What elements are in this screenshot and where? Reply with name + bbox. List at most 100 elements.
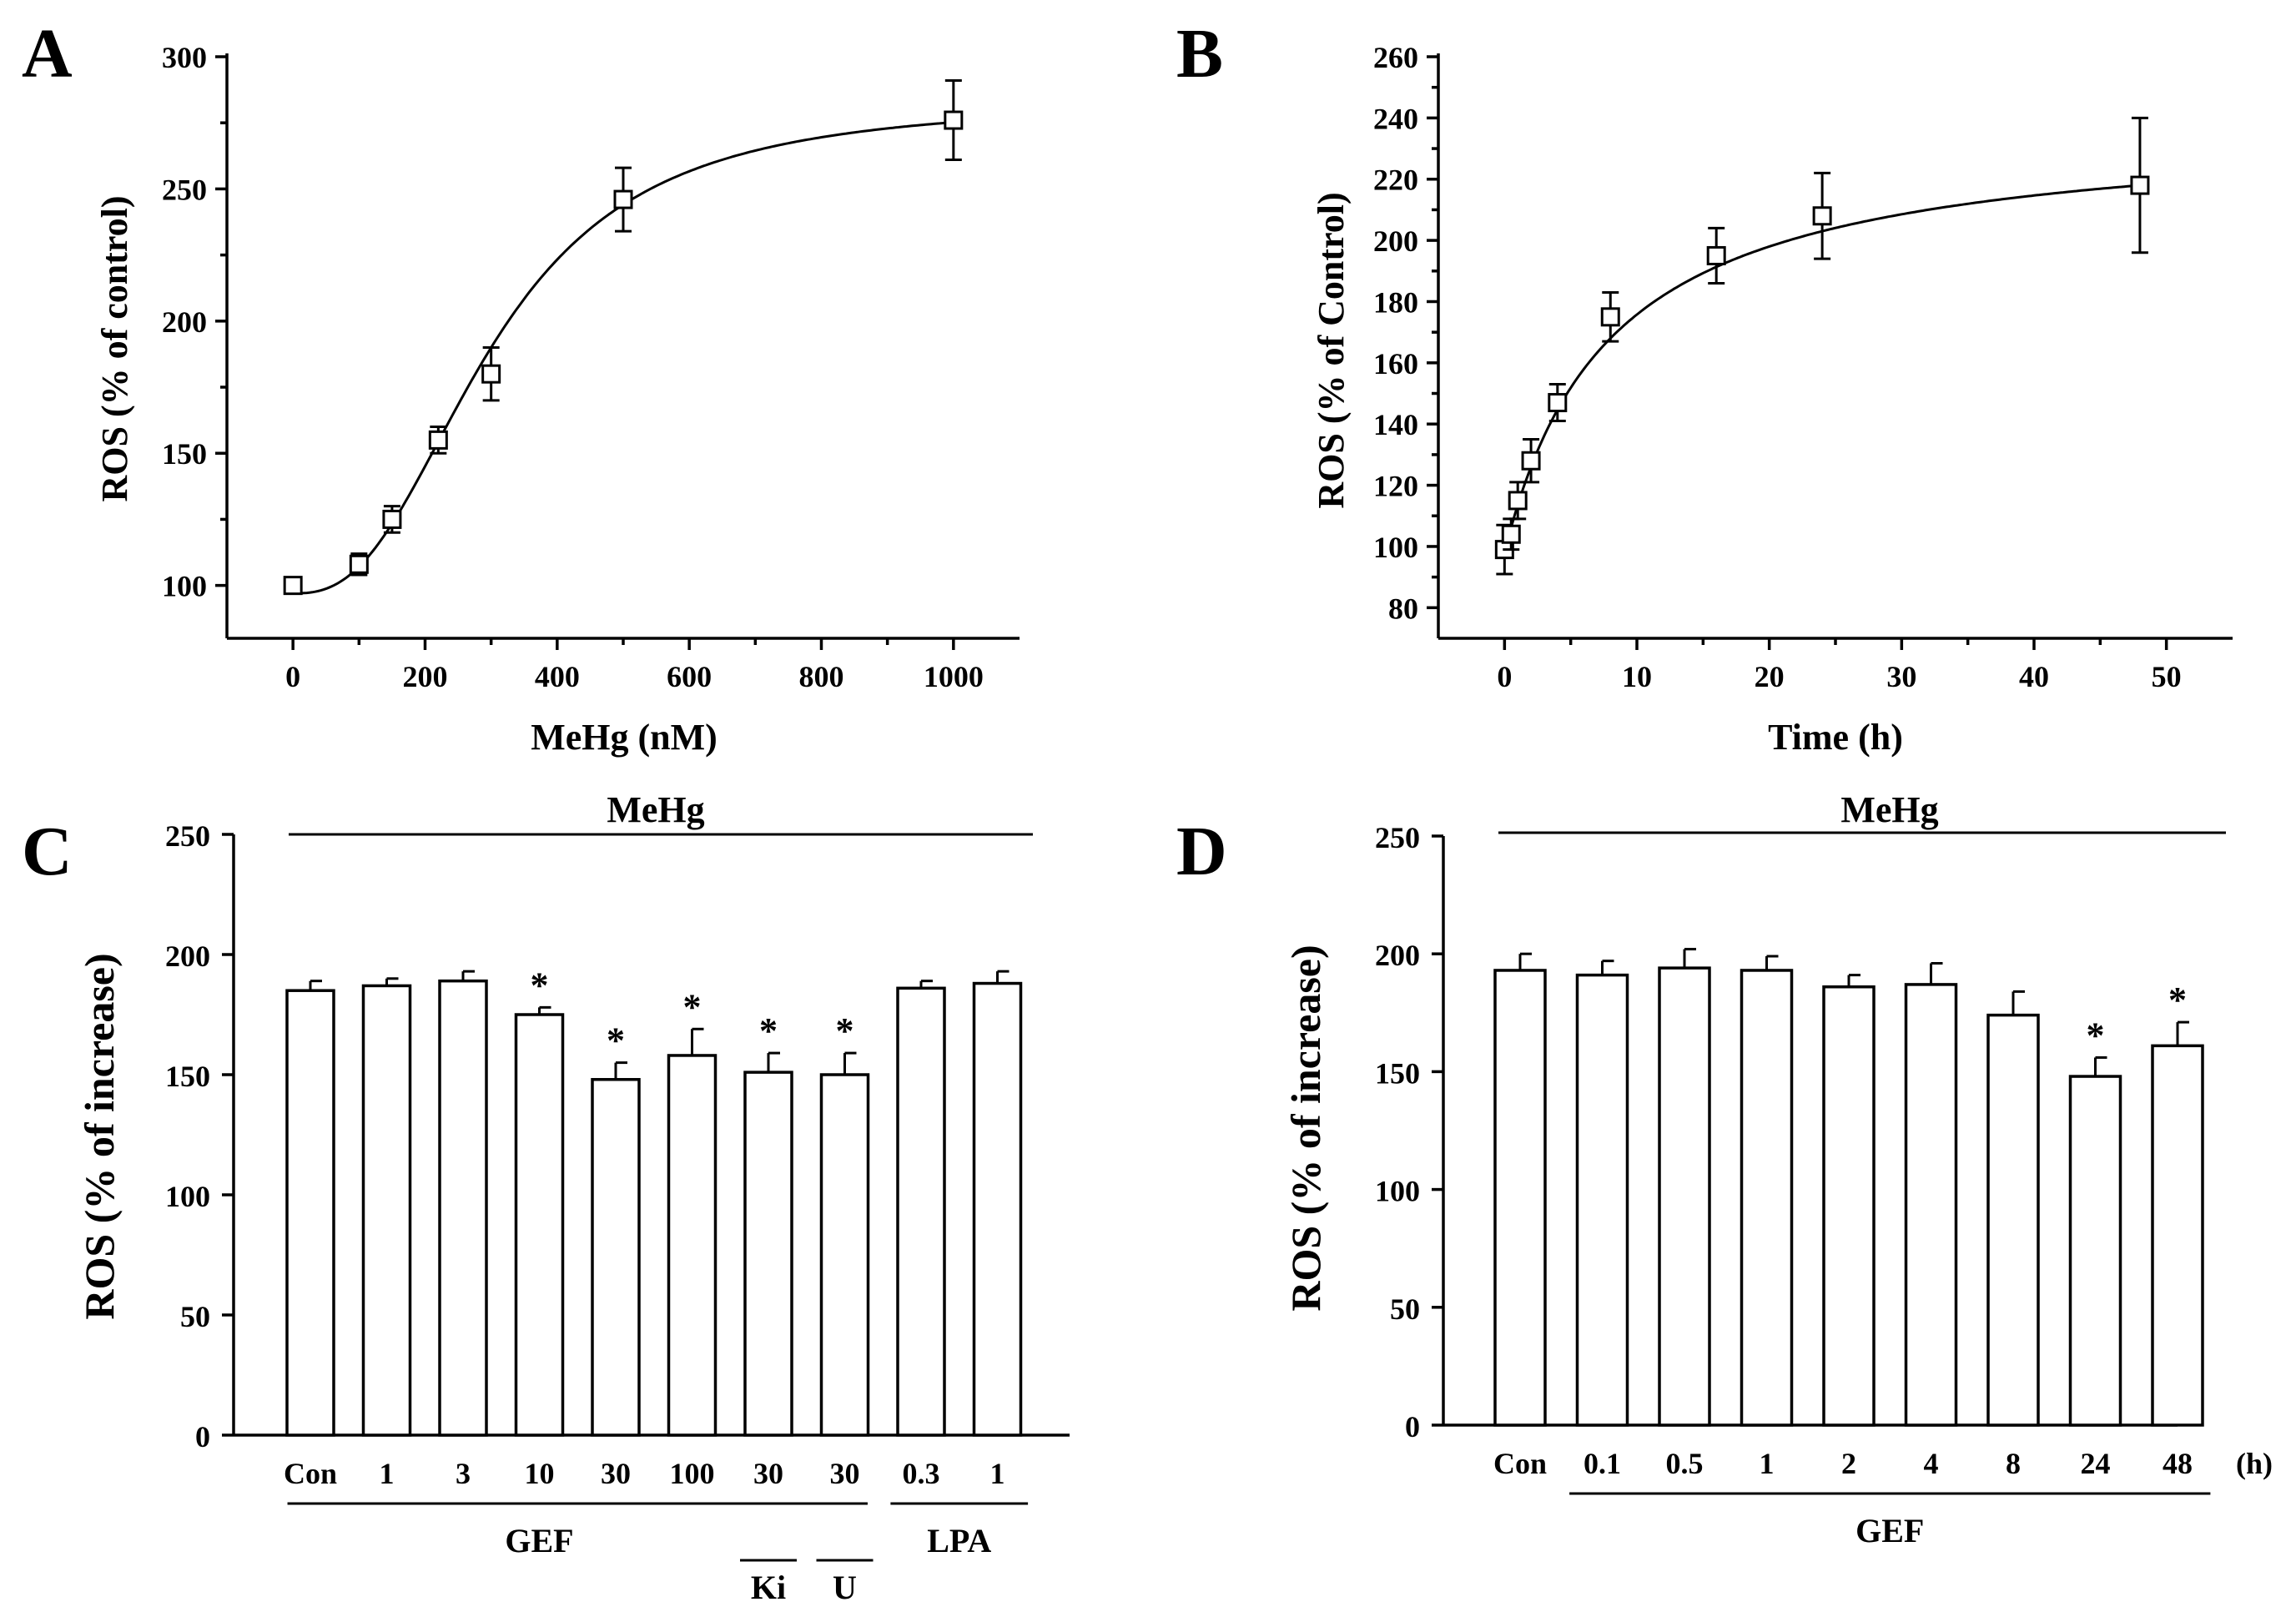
axes xyxy=(215,53,1020,650)
bar xyxy=(285,989,335,1437)
y-tick-label: 140 xyxy=(1373,408,1418,441)
x-tick-label: Con xyxy=(284,1457,337,1490)
bar xyxy=(2151,1044,2204,1427)
panel-d-letter: D xyxy=(1176,813,1227,890)
bar xyxy=(819,1073,870,1437)
data-point xyxy=(1548,393,1568,413)
x-tick-label: 10 xyxy=(1622,660,1652,693)
y-tick-label: 120 xyxy=(1373,470,1418,503)
x-tick-label: 1 xyxy=(1760,1447,1775,1480)
data-point xyxy=(1501,524,1521,544)
x-tick-label: 30 xyxy=(1886,660,1916,693)
axes xyxy=(1432,834,2178,1427)
panel-d-top-label: MeHg xyxy=(1840,789,1938,830)
x-tick-label: 0.3 xyxy=(903,1457,940,1490)
y-tick-label: 100 xyxy=(1373,531,1418,564)
panel-c-letter: C xyxy=(22,813,73,890)
x-tick-label: 48 xyxy=(2163,1447,2193,1480)
bar xyxy=(1575,973,1629,1427)
data-point xyxy=(944,110,964,130)
bar xyxy=(1658,966,1711,1427)
x-tick-label: 30 xyxy=(830,1457,860,1490)
y-tick-label: 180 xyxy=(1373,285,1418,319)
axes xyxy=(1427,53,2233,650)
y-tick-label: 200 xyxy=(1373,224,1418,258)
significance-star: * xyxy=(607,1020,625,1061)
unit-label: (h) xyxy=(2236,1447,2273,1480)
y-tick-label: 50 xyxy=(180,1300,210,1333)
data-point xyxy=(1812,206,1832,226)
x-tick-label: 0 xyxy=(285,660,300,693)
group-label: LPA xyxy=(927,1522,991,1559)
significance-star: * xyxy=(2168,980,2187,1020)
y-tick-label: 250 xyxy=(1375,821,1420,854)
panel-a-letter: A xyxy=(22,15,73,93)
data-point xyxy=(1508,491,1528,511)
y-tick-label: 200 xyxy=(1375,939,1420,972)
y-tick-label: 100 xyxy=(165,1180,210,1213)
bar xyxy=(667,1054,718,1437)
data-point xyxy=(613,189,633,209)
panel-a-x-axis-title: MeHg (nM) xyxy=(531,717,718,758)
y-tick-label: 160 xyxy=(1373,347,1418,380)
data-point xyxy=(428,430,448,450)
bar xyxy=(743,1071,793,1437)
y-tick-label: 0 xyxy=(195,1420,210,1453)
y-tick-label: 100 xyxy=(162,570,207,603)
x-tick-label: 4 xyxy=(1924,1447,1939,1480)
x-tick-label: 1 xyxy=(990,1457,1005,1490)
y-tick-label: 250 xyxy=(165,819,210,853)
panel-a-chart: A ROS (% of control) MeHg (nM) 100 150 200… xyxy=(22,15,1020,758)
data-point xyxy=(283,576,303,596)
group-label: GEF xyxy=(505,1522,573,1559)
bar xyxy=(1822,985,1876,1427)
data-point xyxy=(1600,307,1620,327)
x-tick-label: 24 xyxy=(2081,1447,2111,1480)
bar xyxy=(2068,1075,2122,1427)
panel-c-chart: C ROS (% of increase) MeHg 0 50 100 150 200 2… xyxy=(22,789,1070,1602)
y-tick-label: 250 xyxy=(162,173,207,206)
x-tick-label: 30 xyxy=(601,1457,631,1490)
bar xyxy=(438,979,488,1437)
x-tick-label: 8 xyxy=(2006,1447,2021,1480)
y-tick-label: 50 xyxy=(1390,1292,1420,1326)
x-tick-label: 50 xyxy=(2152,660,2182,693)
y-tick-label: 150 xyxy=(1375,1056,1420,1090)
significance-star: * xyxy=(836,1010,854,1051)
y-tick-label: 300 xyxy=(162,41,207,74)
data-point xyxy=(481,364,501,384)
panel-b-chart: B ROS (% of Control) Time (h) 8010012014… xyxy=(1176,15,2233,758)
x-tick-label: Con xyxy=(1493,1447,1547,1480)
x-tick-label: 0.5 xyxy=(1666,1447,1704,1480)
x-tick-label: 30 xyxy=(753,1457,783,1490)
panel-a-y-axis-title: ROS (% of control) xyxy=(94,195,135,501)
x-tick-label: 20 xyxy=(1755,660,1785,693)
y-tick-label: 80 xyxy=(1388,592,1418,625)
bar xyxy=(591,1078,641,1437)
y-tick-label: 260 xyxy=(1373,41,1418,74)
x-tick-label: 40 xyxy=(2019,660,2049,693)
bar xyxy=(514,1013,565,1437)
x-tick-label: 600 xyxy=(667,660,712,693)
data-point xyxy=(1706,245,1726,265)
y-tick-label: 150 xyxy=(165,1060,210,1093)
y-tick-label: 200 xyxy=(165,940,210,973)
y-tick-label: 150 xyxy=(162,437,207,471)
data-point xyxy=(1521,451,1541,471)
x-tick-label: 1 xyxy=(380,1457,395,1490)
data-point xyxy=(2130,175,2150,195)
panel-c-y-axis-title: ROS (% of increase) xyxy=(76,953,123,1319)
bar xyxy=(1493,969,1547,1427)
bar xyxy=(896,986,946,1437)
panel-b-x-axis-title: Time (h) xyxy=(1768,717,1903,758)
group-label: U xyxy=(833,1569,857,1602)
bar xyxy=(361,984,412,1437)
significance-star: * xyxy=(2087,1015,2105,1055)
y-tick-label: 240 xyxy=(1373,102,1418,135)
significance-star: * xyxy=(759,1010,778,1051)
x-tick-label: 400 xyxy=(535,660,580,693)
x-tick-label: 100 xyxy=(670,1457,715,1490)
panel-b-y-axis-title: ROS (% of Control) xyxy=(1311,192,1352,508)
panel-c-top-label: MeHg xyxy=(607,789,704,830)
